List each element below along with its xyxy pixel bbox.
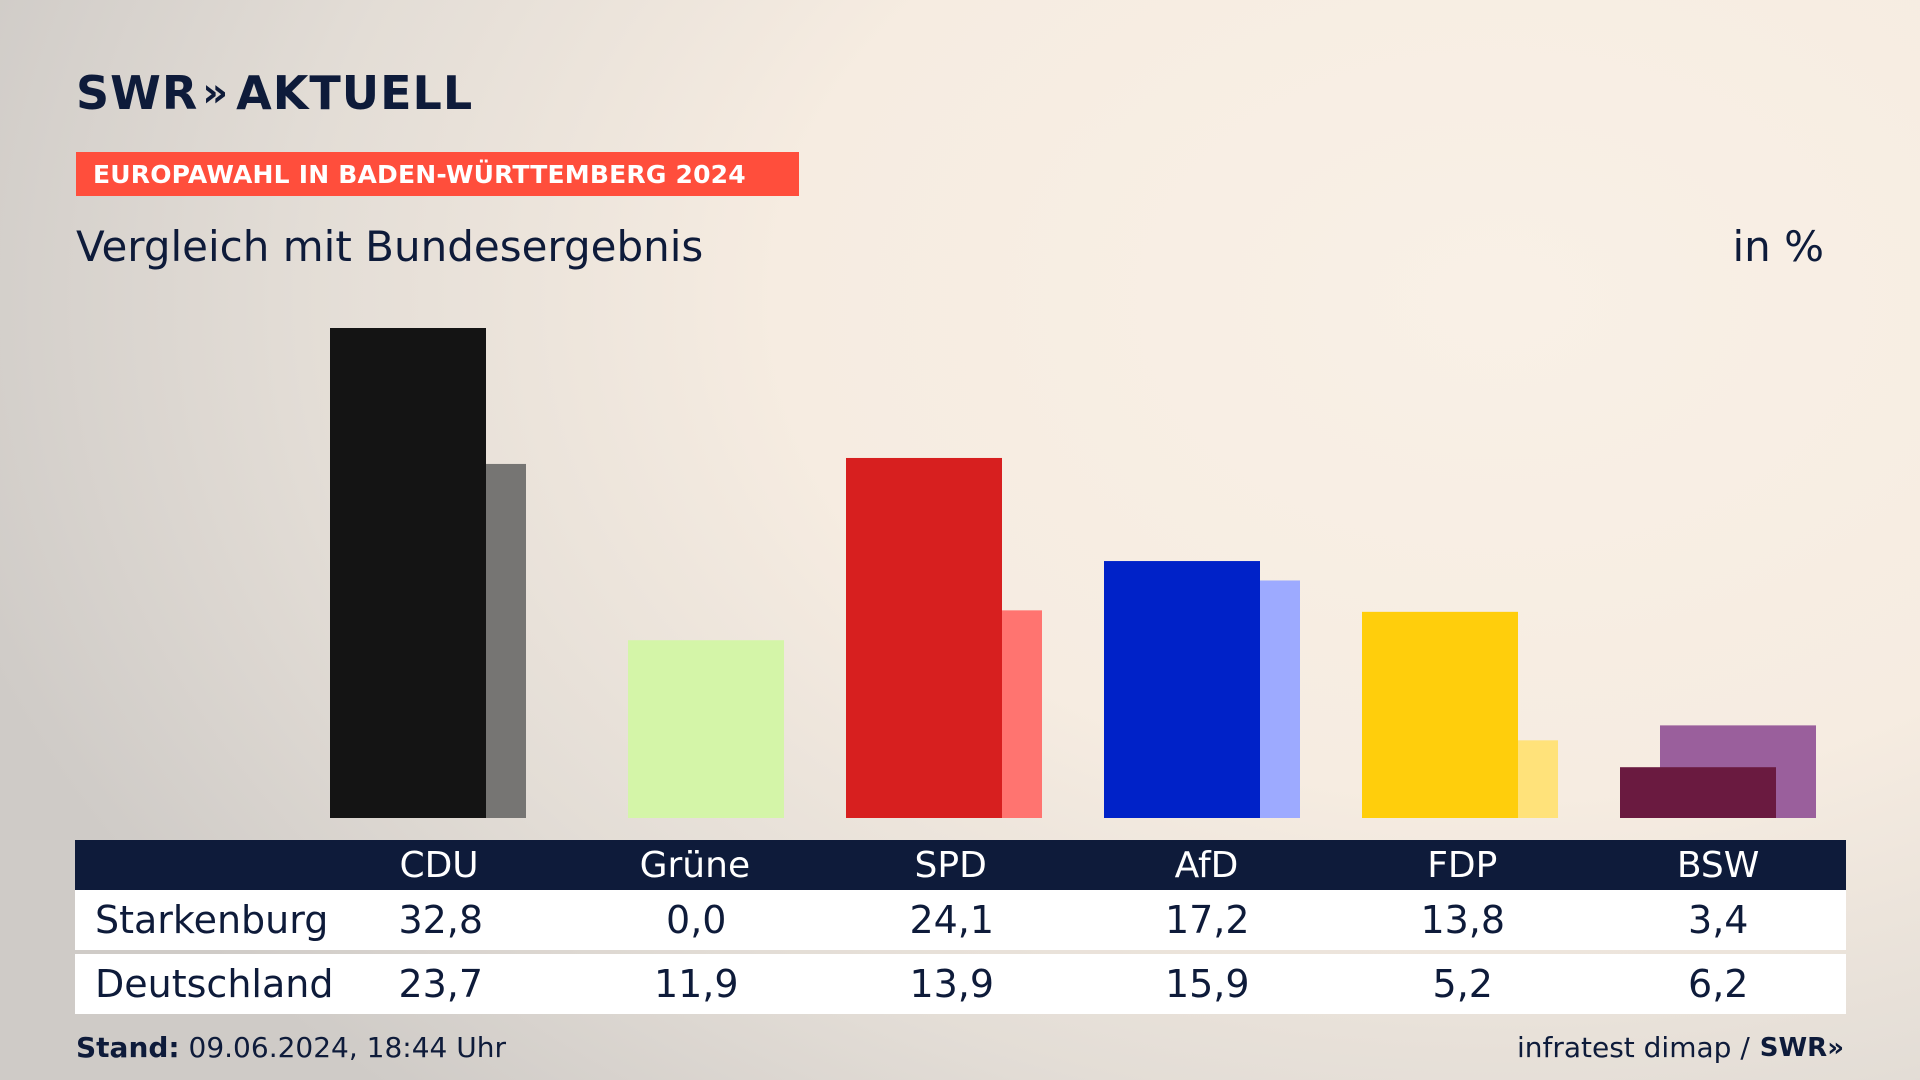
swr-aktuell-logo: SWR » AKTUELL: [76, 66, 473, 120]
table-header-row: CDU Grüne SPD AfD FDP BSW: [75, 840, 1846, 890]
source-text: infratest dimap /: [1516, 1031, 1750, 1064]
header-gruene: Grüne: [639, 844, 751, 886]
cell-value: 23,7: [398, 962, 484, 1006]
swr-mini-logo: SWR»: [1759, 1032, 1844, 1063]
bar-chart: [330, 328, 1816, 818]
unit-label: in %: [1732, 222, 1824, 271]
source-credit: infratest dimap / SWR»: [1517, 1031, 1844, 1064]
election-banner: EUROPAWAHL IN BADEN-WÜRTTEMBERG 2024: [76, 152, 799, 196]
row-label: Deutschland: [95, 962, 334, 1006]
logo-aktuell-text: AKTUELL: [236, 66, 474, 120]
cell-value: 0,0: [666, 898, 727, 942]
row-label: Starkenburg: [95, 898, 329, 942]
table-row-deutschland: Deutschland 23,7 11,9 13,9 15,9 5,2 6,2: [75, 954, 1846, 1014]
timestamp: Stand: 09.06.2024, 18:44 Uhr: [76, 1031, 506, 1064]
cell-value: 32,8: [398, 898, 484, 942]
header-fdp: FDP: [1427, 844, 1498, 886]
bar-starkenburg-fdp: [1362, 611, 1518, 818]
bar-starkenburg-afd: [1104, 561, 1260, 818]
cell-value: 6,2: [1688, 962, 1749, 1006]
cell-value: 24,1: [909, 898, 995, 942]
stand-value: 09.06.2024, 18:44 Uhr: [188, 1031, 506, 1064]
stand-label: Stand:: [76, 1031, 180, 1064]
header-afd: AfD: [1174, 844, 1239, 886]
cell-value: 17,2: [1164, 898, 1250, 942]
header-spd: SPD: [914, 844, 987, 886]
cell-value: 5,2: [1432, 962, 1493, 1006]
bar-starkenburg-spd: [846, 457, 1002, 818]
cell-value: 15,9: [1164, 962, 1250, 1006]
cell-value: 13,8: [1420, 898, 1506, 942]
header-cdu: CDU: [399, 844, 479, 886]
cell-value: 11,9: [653, 962, 739, 1006]
chart-subtitle: Vergleich mit Bundesergebnis: [76, 222, 704, 271]
logo-swr-text: SWR: [76, 66, 199, 120]
bar-starkenburg-bsw: [1620, 767, 1776, 818]
header-bsw: BSW: [1676, 844, 1760, 886]
cell-value: 13,9: [909, 962, 995, 1006]
table-row-starkenburg: Starkenburg 32,8 0,0 24,1 17,2 13,8 3,4: [75, 890, 1846, 950]
cell-value: 3,4: [1688, 898, 1749, 942]
bar-starkenburg-cdu: [330, 328, 486, 818]
results-table: CDU Grüne SPD AfD FDP BSW Starkenburg 32…: [75, 840, 1846, 1014]
bar-deutschland-grüne: [628, 640, 784, 818]
